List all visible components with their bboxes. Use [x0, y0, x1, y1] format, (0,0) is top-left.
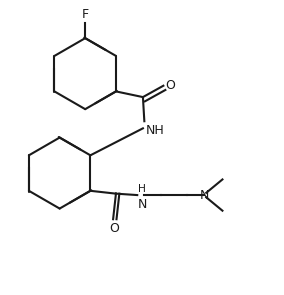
Text: N: N — [199, 189, 209, 201]
Text: O: O — [109, 222, 119, 235]
Text: O: O — [166, 79, 176, 92]
Text: F: F — [82, 8, 89, 21]
Text: N: N — [138, 199, 147, 212]
Text: H: H — [138, 184, 146, 194]
Text: NH: NH — [146, 124, 164, 137]
